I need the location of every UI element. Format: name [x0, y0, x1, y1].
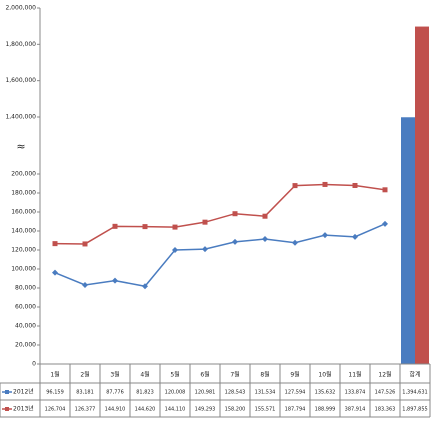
table-cell: 158,200: [225, 407, 246, 413]
table-cell: 144,910: [105, 407, 126, 413]
table-cell: 187,794: [285, 407, 306, 413]
table-cell: 127,594: [285, 390, 306, 396]
table-cell: 131,534: [255, 390, 276, 396]
table-cell: 87,776: [106, 390, 124, 396]
marker: [262, 213, 268, 219]
x-tick-label: 10월: [318, 371, 331, 379]
y-tick-label: 60,000: [15, 304, 36, 311]
marker: [202, 219, 208, 225]
marker: [52, 269, 58, 276]
legend-label: 2012년: [13, 388, 34, 396]
x-tick-label: 12월: [378, 371, 391, 379]
x-tick-label: 7월: [230, 371, 239, 379]
table-cell: 183,363: [375, 407, 396, 413]
y-tick-label: 120,000: [11, 247, 36, 254]
series-line: [54, 183, 386, 245]
marker: [292, 183, 298, 189]
y-tick-label: 2,000,000: [5, 5, 36, 12]
x-tick-label: 5월: [170, 371, 179, 379]
marker: [82, 241, 88, 247]
table-cell: 96,159: [46, 390, 64, 396]
table-cell: 126,704: [45, 407, 66, 413]
marker: [202, 246, 208, 253]
marker: [112, 223, 118, 229]
y-tick-label: 160,000: [11, 209, 36, 216]
x-tick-label: 2월: [80, 371, 89, 379]
table-cell: 126,377: [75, 407, 96, 413]
y-tick-label: 180,000: [11, 190, 36, 197]
bar: [415, 26, 429, 365]
x-tick-label: 9월: [290, 371, 299, 379]
marker: [262, 236, 268, 243]
marker: [52, 241, 58, 247]
series-line: [54, 223, 386, 288]
table-cell: 81,823: [136, 390, 154, 396]
marker: [112, 277, 118, 284]
marker: [142, 283, 148, 290]
marker: [322, 232, 328, 239]
marker: [82, 281, 88, 288]
marker: [232, 238, 238, 245]
x-tick-label: 4월: [140, 371, 149, 379]
bar: [401, 117, 415, 364]
x-tick-label: 3월: [110, 371, 119, 379]
y-tick-label: 40,000: [15, 323, 36, 330]
x-tick-label: 합계: [409, 371, 420, 379]
marker: [322, 181, 328, 187]
table-cell: 120,008: [165, 390, 186, 396]
table-cell: 144,620: [135, 407, 156, 413]
marker: [232, 211, 238, 217]
x-tick-label: 11월: [348, 371, 361, 379]
legend-marker: [5, 390, 9, 394]
table-cell: 188,999: [315, 407, 336, 413]
marker: [352, 182, 358, 188]
legend-label: 2013년: [13, 405, 34, 413]
y-tick-label: 100,000: [11, 266, 36, 273]
y-tick-label: 1,600,000: [5, 77, 36, 84]
table-cell: 1,394,631: [402, 390, 427, 396]
marker: [382, 220, 388, 227]
x-tick-label: 6월: [200, 371, 209, 379]
y-tick-label: 20,000: [15, 342, 36, 349]
table-cell: 128,543: [225, 390, 246, 396]
y-tick-label: 1,400,000: [5, 114, 36, 121]
table-cell: 135,632: [315, 390, 336, 396]
marker: [172, 224, 178, 230]
y-tick-label: 200,000: [11, 171, 36, 178]
marker: [292, 239, 298, 246]
y-tick-label: 1,800,000: [5, 41, 36, 48]
axis-break: ≈: [16, 140, 25, 153]
x-tick-label: 1월: [50, 371, 59, 379]
table-cell: 144,110: [165, 407, 186, 413]
legend-marker: [5, 407, 9, 411]
marker: [352, 233, 358, 240]
marker: [382, 187, 388, 193]
table-cell: 147,526: [375, 390, 396, 396]
y-tick-label: 80,000: [15, 285, 36, 292]
table-cell: 149,293: [195, 407, 216, 413]
table-cell: 1,897,855: [402, 407, 427, 413]
y-tick-label: 140,000: [11, 228, 36, 235]
table-cell: 387,914: [345, 407, 366, 413]
marker: [142, 224, 148, 230]
table-cell: 133,874: [345, 390, 366, 396]
table-cell: 155,571: [255, 407, 276, 413]
table-cell: 120,981: [195, 390, 216, 396]
marker: [172, 246, 178, 253]
table-cell: 83,181: [76, 390, 94, 396]
x-tick-label: 8월: [260, 371, 269, 379]
y-tick-label: 0: [32, 361, 36, 368]
